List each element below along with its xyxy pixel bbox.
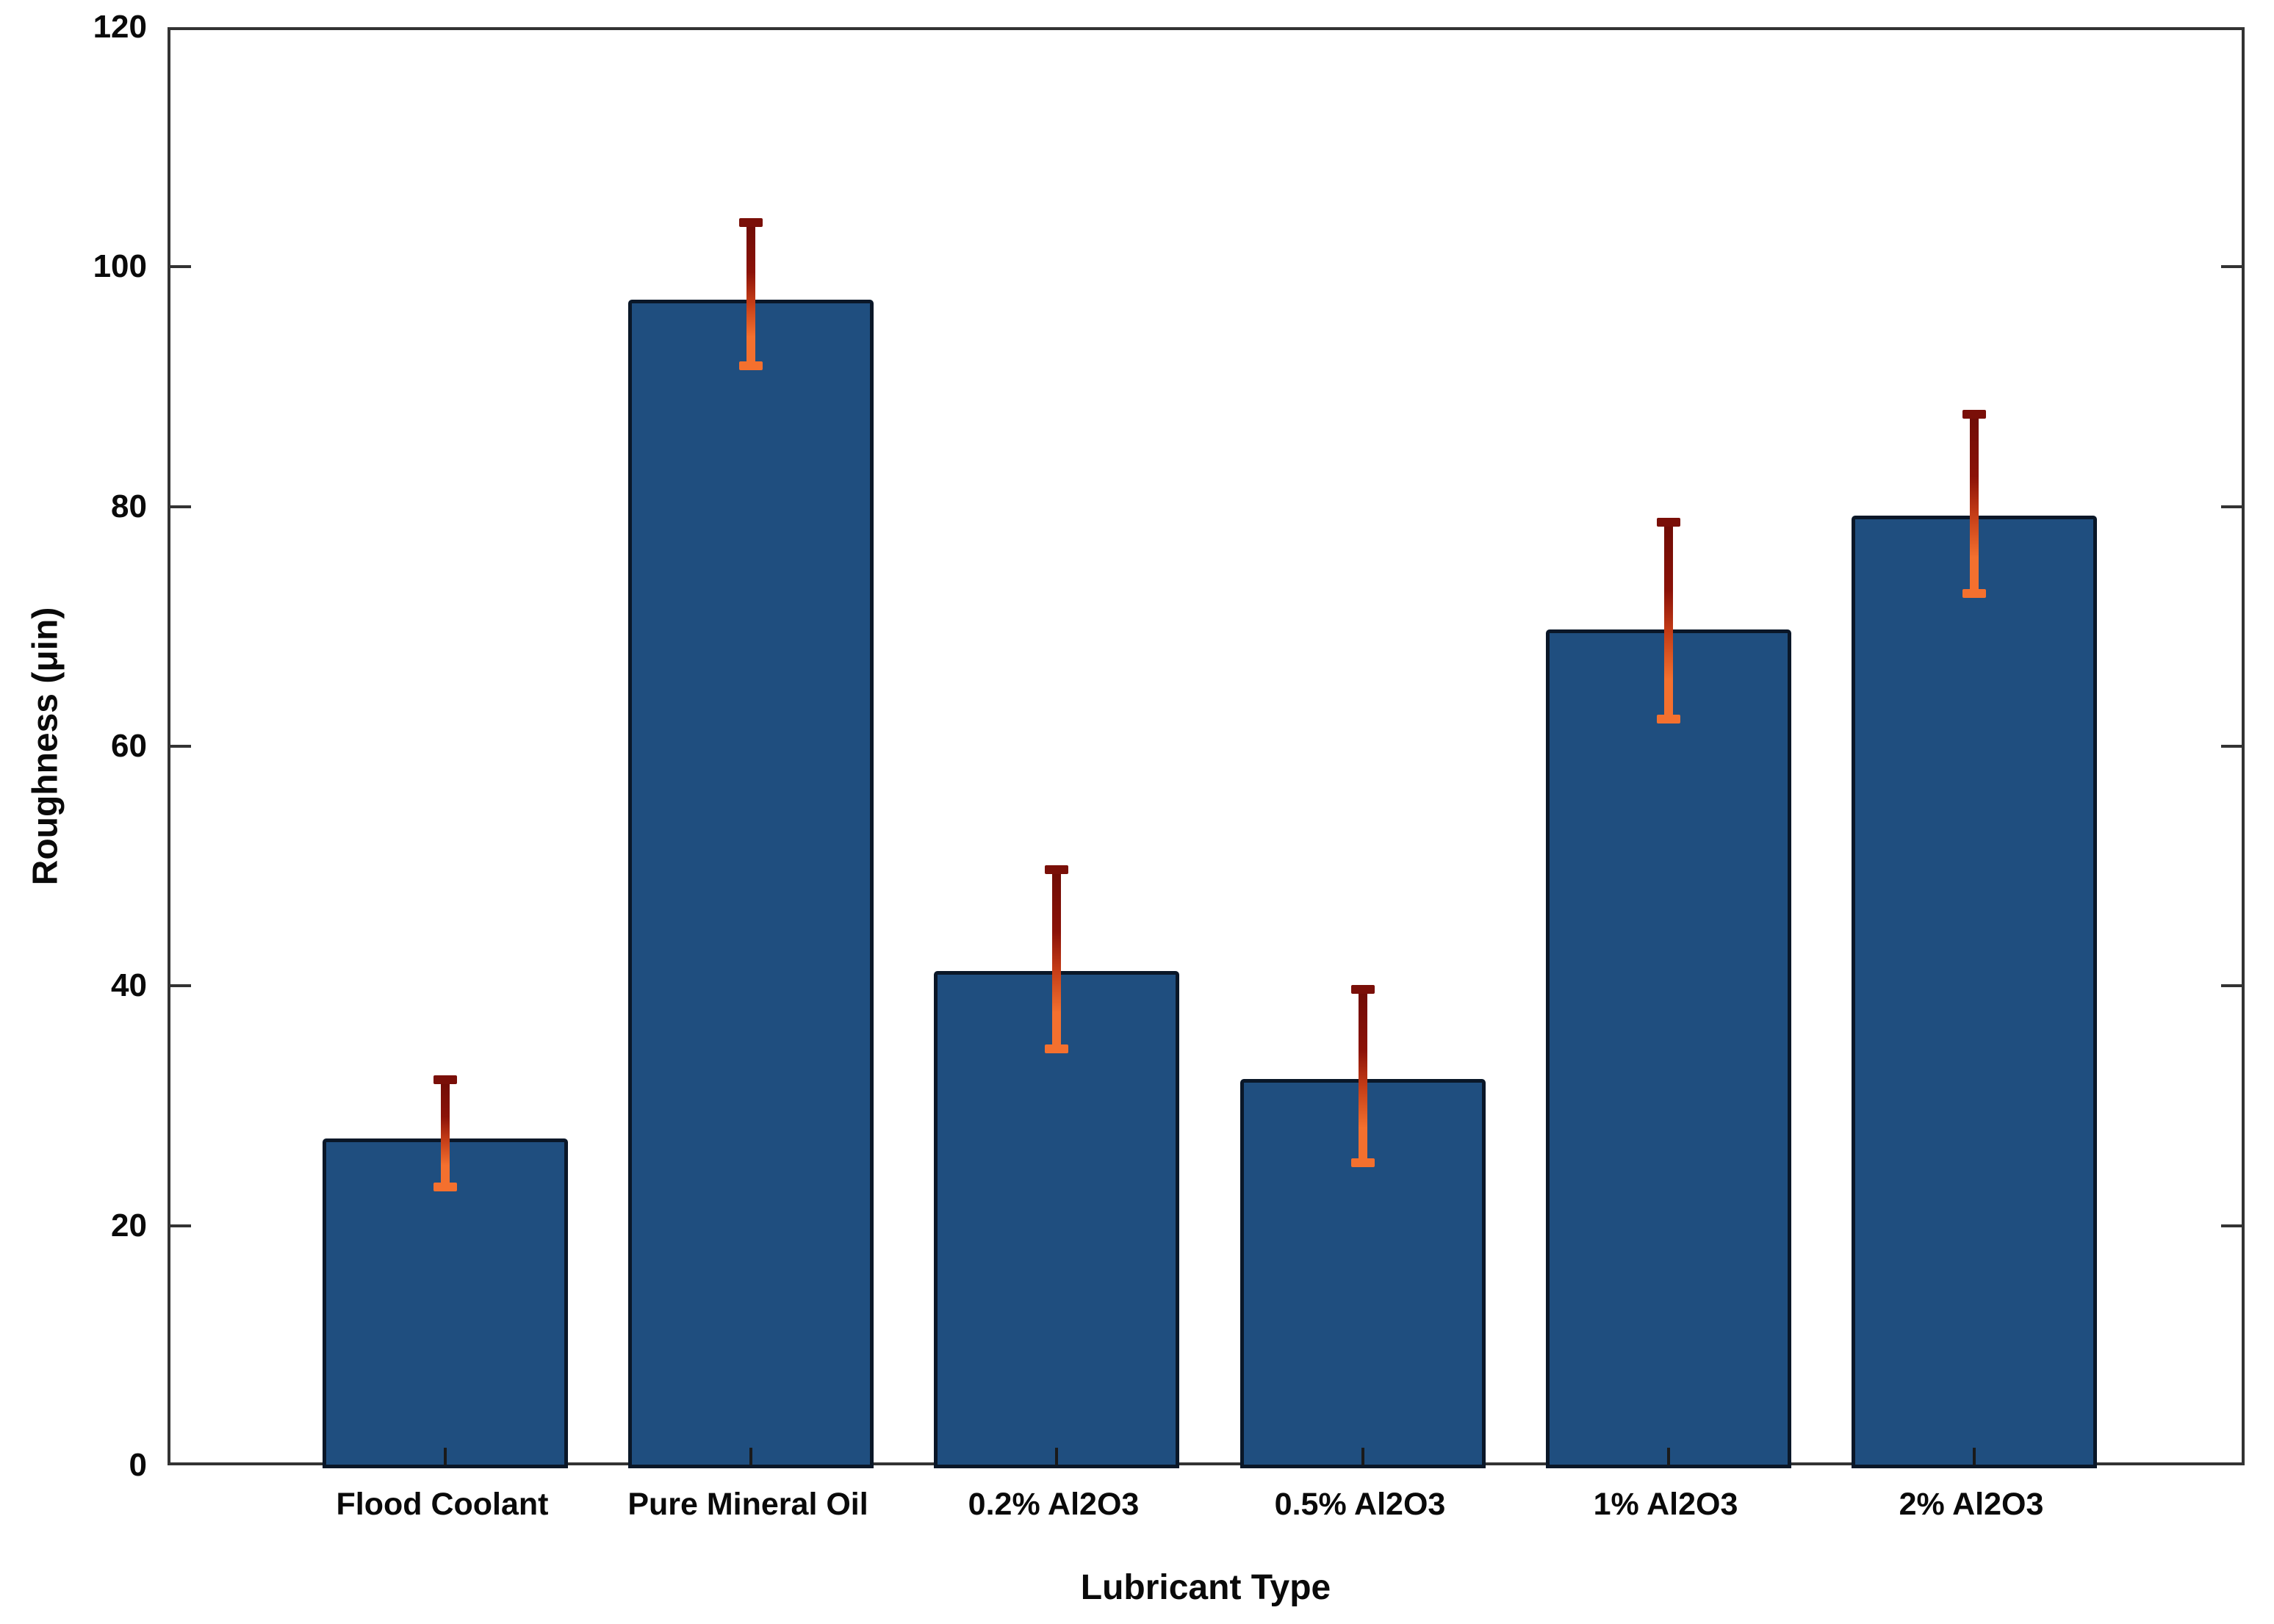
x-category-label: 2% Al2O3	[1899, 1487, 2044, 1522]
y-tick-label: 120	[93, 9, 147, 45]
error-bar-cap-top	[1657, 517, 1680, 527]
error-bar-cap-bottom	[739, 361, 763, 370]
y-tick-label: 100	[93, 248, 147, 285]
x-tick-mark	[444, 1448, 447, 1465]
x-category-label: 0.2% Al2O3	[968, 1487, 1140, 1522]
error-bar-cap-bottom	[1962, 588, 1986, 598]
bar-1-al2o3	[1546, 629, 1791, 1468]
bar-2-al2o3	[1852, 516, 2097, 1468]
y-tick-mark-right	[2221, 1224, 2242, 1227]
x-category-label: 0.5% Al2O3	[1274, 1487, 1446, 1522]
x-category-label: Flood Coolant	[336, 1487, 549, 1522]
y-tick-mark-left	[170, 505, 191, 508]
x-axis-title: Lubricant Type	[1080, 1568, 1331, 1607]
y-tick-mark-left	[170, 1224, 191, 1227]
y-tick-mark-right	[2221, 265, 2242, 269]
y-tick-label: 20	[111, 1207, 147, 1244]
error-bar-whisker	[1359, 989, 1367, 1163]
error-bar-whisker	[746, 222, 755, 366]
y-tick-mark-right	[2221, 984, 2242, 988]
error-bar-cap-bottom	[1657, 715, 1680, 724]
error-bar-whisker	[1052, 869, 1061, 1049]
x-tick-mark	[1973, 1448, 1976, 1465]
x-category-label: Pure Mineral Oil	[627, 1487, 868, 1522]
error-bar-cap-bottom	[1351, 1158, 1375, 1167]
error-bar-cap-bottom	[1045, 1044, 1068, 1053]
y-tick-label: 40	[111, 967, 147, 1004]
y-tick-mark-left	[170, 265, 191, 269]
y-tick-label: 80	[111, 488, 147, 524]
error-bar-whisker	[1664, 521, 1673, 720]
y-tick-mark-left	[170, 745, 191, 748]
x-tick-mark	[1055, 1448, 1058, 1465]
x-tick-mark	[1667, 1448, 1670, 1465]
x-tick-mark	[749, 1448, 752, 1465]
x-category-label: 1% Al2O3	[1593, 1487, 1738, 1522]
error-bar-whisker	[441, 1078, 450, 1187]
error-bar-cap-top	[1045, 865, 1068, 875]
y-tick-label: 0	[129, 1447, 147, 1483]
plot-area	[168, 27, 2245, 1468]
error-bar-whisker	[1970, 414, 1979, 593]
bar-pure-mineral-oil	[628, 300, 874, 1468]
y-tick-mark-left	[170, 984, 191, 988]
error-bar-cap-top	[1351, 985, 1375, 995]
error-bar-cap-top	[433, 1075, 457, 1084]
error-bar-cap-bottom	[433, 1182, 457, 1191]
y-tick-mark-right	[2221, 505, 2242, 508]
error-bar-cap-top	[739, 218, 763, 228]
bar-flood-coolant	[323, 1138, 568, 1468]
y-tick-label: 60	[111, 728, 147, 764]
error-bar-cap-top	[1962, 410, 1986, 419]
y-tick-mark-right	[2221, 745, 2242, 748]
x-tick-mark	[1361, 1448, 1364, 1465]
bar-0-2-al2o3	[934, 971, 1179, 1468]
